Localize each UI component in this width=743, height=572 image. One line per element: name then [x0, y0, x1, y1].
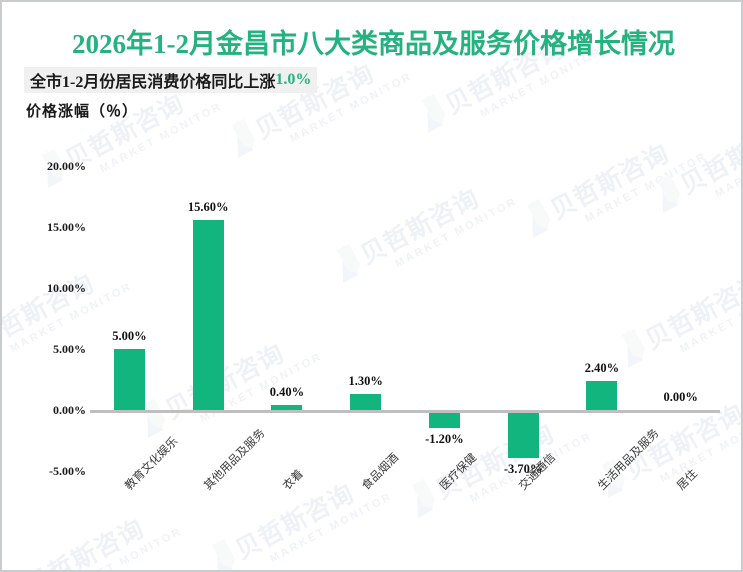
- page-title: 2026年1-2月金昌市八大类商品及服务价格增长情况: [72, 29, 675, 59]
- bar[interactable]: [271, 405, 303, 410]
- bar[interactable]: [192, 219, 224, 410]
- x-axis-category-label: 其他用品及服务: [202, 427, 268, 493]
- bar-value-label: -3.70%: [503, 462, 543, 477]
- bar-value-label: -1.20%: [425, 431, 464, 446]
- zero-baseline: [90, 410, 720, 413]
- x-axis-category-label: 食品烟酒: [359, 451, 401, 493]
- bar[interactable]: [350, 394, 382, 410]
- subtitle-highlight-value: 1.0%: [275, 71, 312, 88]
- y-axis-tick-label: 15.00%: [47, 220, 86, 234]
- x-axis-category-label: 医疗保健: [438, 451, 480, 493]
- subtitle-text: 全市1-2月份居民消费价格同比上涨: [30, 74, 276, 91]
- y-axis-tick-label: 5.00%: [53, 342, 86, 356]
- x-axis-category-label: 教育文化娱乐: [123, 435, 181, 493]
- y-axis-tick-label: 20.00%: [47, 159, 86, 173]
- bar-value-label: 5.00%: [112, 329, 147, 343]
- bar[interactable]: [507, 413, 539, 459]
- bar-value-label: 2.40%: [584, 360, 620, 375]
- bar-value-label: 15.60%: [187, 199, 229, 214]
- y-axis-tick-label: -5.00%: [49, 464, 86, 478]
- bar-value-label: 1.30%: [348, 374, 383, 389]
- x-axis-category-label: 衣着: [280, 467, 306, 493]
- bar[interactable]: [586, 380, 618, 410]
- bar-value-label: 0.00%: [663, 390, 698, 404]
- y-axis-tick-label: 10.00%: [47, 281, 86, 295]
- bar[interactable]: [113, 349, 145, 410]
- x-axis-category-label: 居住: [674, 467, 700, 493]
- y-axis-title: 价格涨幅（％）: [26, 104, 139, 120]
- bar[interactable]: [428, 413, 460, 428]
- subtitle-banner: 全市1-2月份居民消费价格同比上涨 1.0%: [24, 67, 318, 93]
- y-axis-tick-label: 0.00%: [53, 403, 86, 417]
- bar-value-label: 0.40%: [269, 385, 305, 400]
- x-axis-category-label: 生活用品及服务: [595, 427, 662, 493]
